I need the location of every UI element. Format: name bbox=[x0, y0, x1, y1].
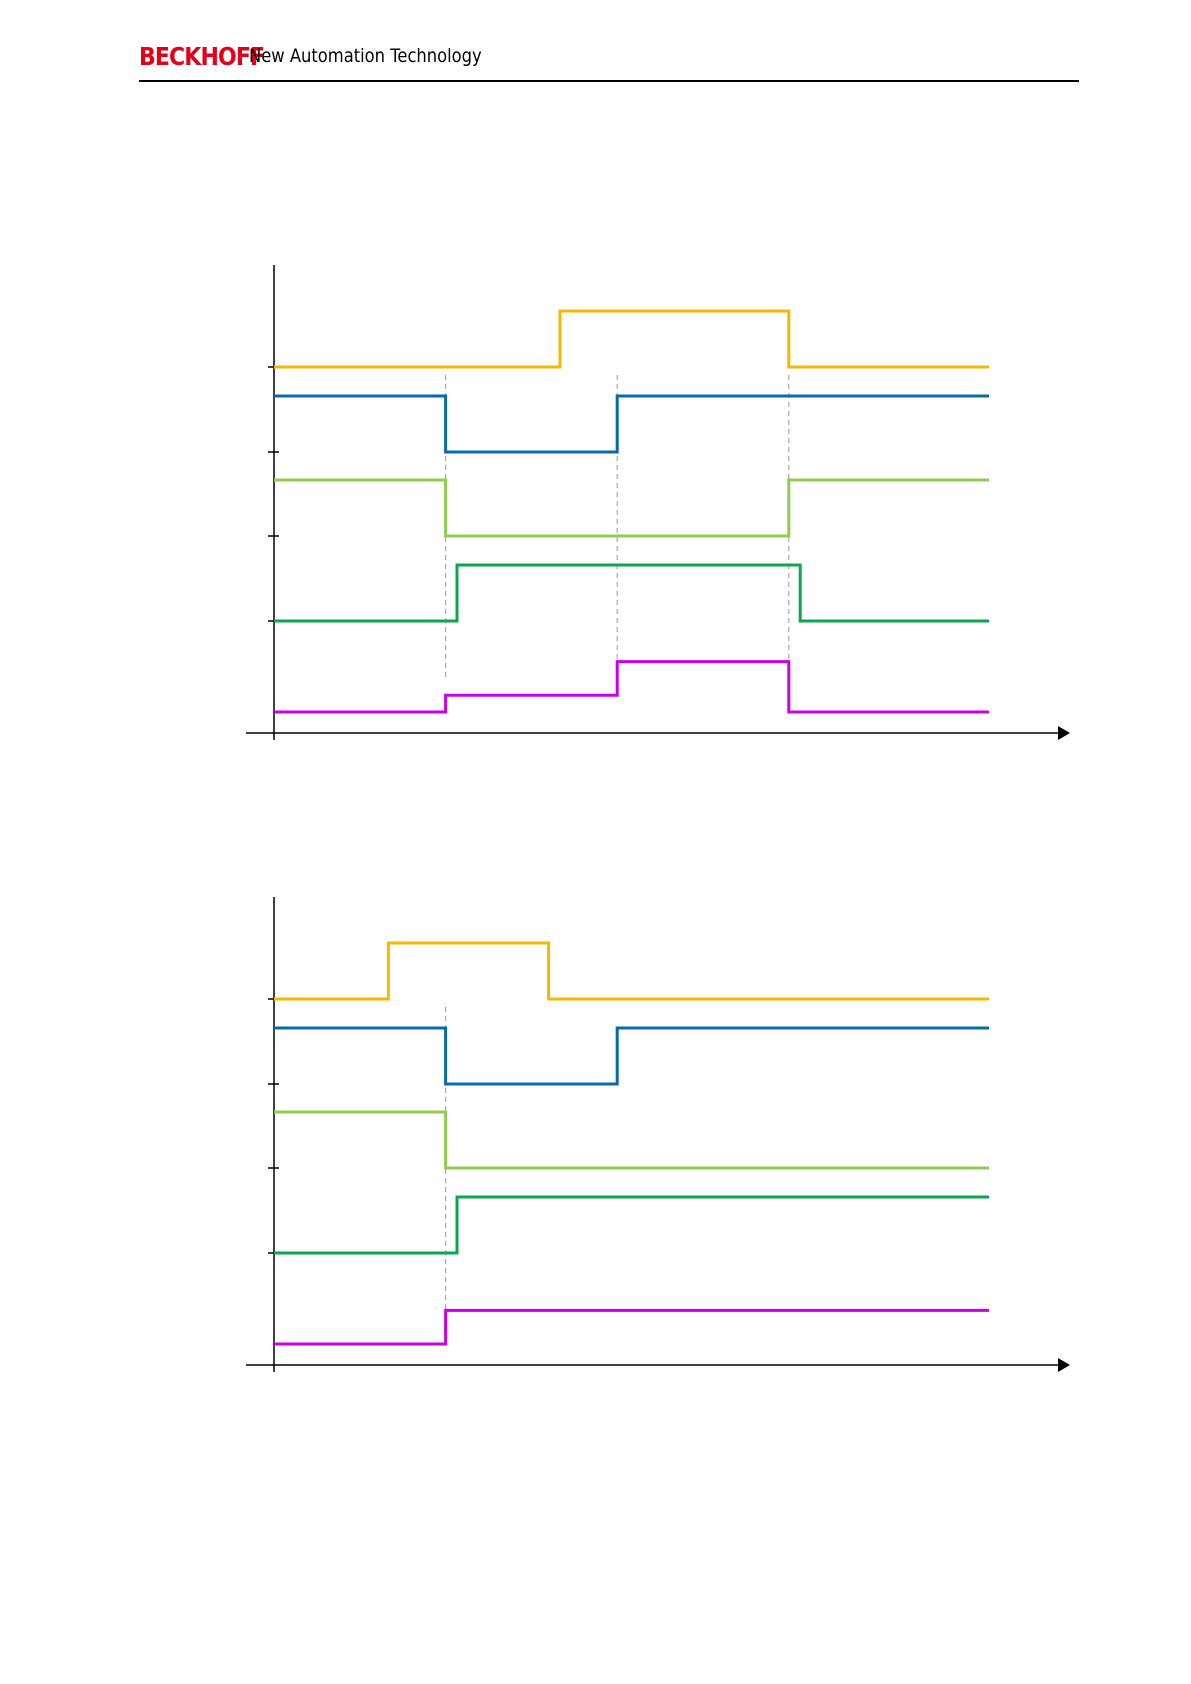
x-axis-arrow bbox=[1058, 1358, 1070, 1372]
x-axis-arrow bbox=[1058, 726, 1070, 740]
signal-trace-blue bbox=[274, 394, 989, 454]
signal-trace-magenta bbox=[274, 660, 989, 714]
timing-diagram-1 bbox=[0, 260, 1191, 740]
timing-diagram-2-svg bbox=[246, 897, 1070, 1372]
signal-trace-green bbox=[274, 563, 989, 623]
signal-trace-lightgreen bbox=[274, 1110, 989, 1170]
brand-logo: BECKHOFF bbox=[139, 42, 265, 71]
page-header: BECKHOFF New Automation Technology bbox=[139, 40, 1079, 82]
signal-trace-magenta bbox=[274, 1308, 989, 1346]
signal-trace-yellow bbox=[274, 941, 989, 1001]
signal-trace-blue bbox=[274, 1026, 989, 1086]
timing-diagram-1-svg bbox=[246, 265, 1070, 740]
signal-trace-lightgreen bbox=[274, 478, 989, 538]
timing-diagram-2 bbox=[0, 892, 1191, 1372]
brand-tagline: New Automation Technology bbox=[249, 45, 482, 67]
signal-trace-green bbox=[274, 1195, 989, 1255]
signal-trace-yellow bbox=[274, 309, 989, 369]
